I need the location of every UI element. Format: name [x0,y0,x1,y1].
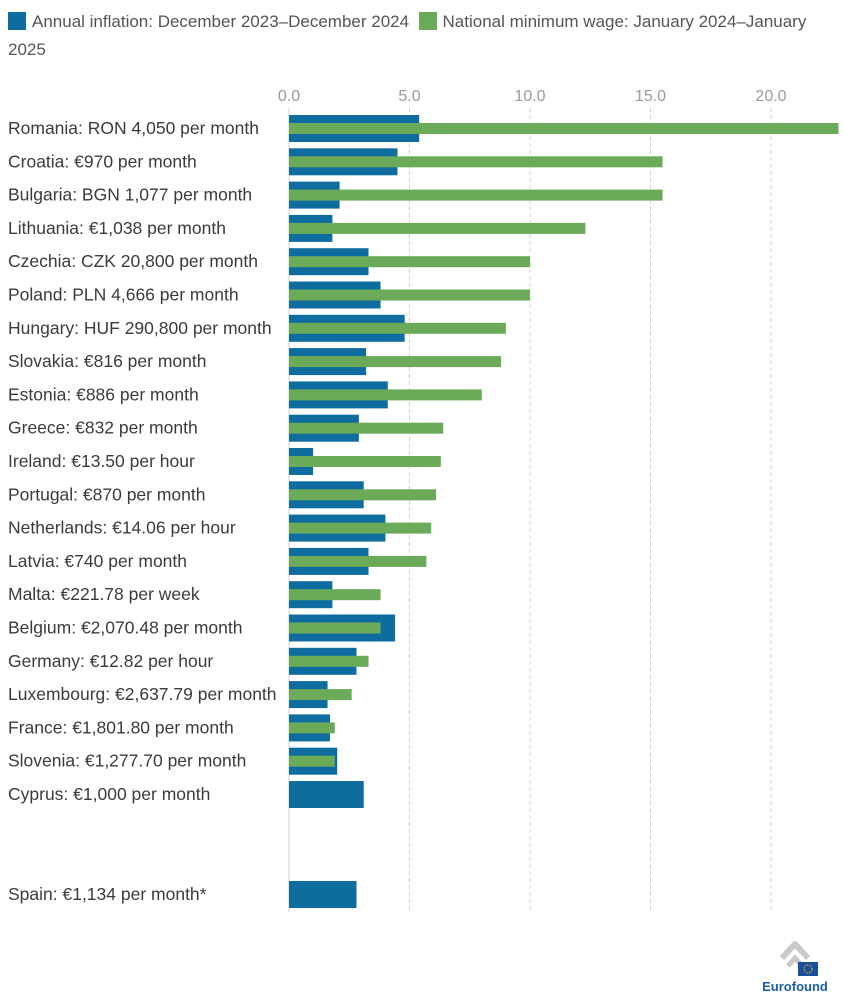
legend-label-minimum-wage: National minimum wage: January 2024–Janu… [8,12,807,59]
bar-minimum-wage [289,256,530,268]
x-tick-label: 0.0 [278,88,300,105]
category-label: Spain: €1,134 per month* [8,884,207,904]
legend-swatch-inflation [8,12,26,30]
bar-minimum-wage [289,156,663,168]
bar-minimum-wage [289,655,369,667]
bar-minimum-wage [289,489,437,501]
bar-minimum-wage [289,389,482,401]
x-tick-label: 20.0 [755,88,786,105]
legend-label-inflation: Annual inflation: December 2023–December… [32,12,410,31]
category-label: Poland: PLN 4,666 per month [8,285,239,305]
category-label: Luxembourg: €2,637.79 per month [8,684,277,704]
bar-minimum-wage [289,289,530,301]
bar-minimum-wage [289,689,352,701]
bar-minimum-wage [289,123,839,134]
category-label: Estonia: €886 per month [8,384,199,404]
category-label: Slovenia: €1,277.70 per month [8,751,246,771]
category-label: Slovakia: €816 per month [8,351,206,371]
category-label: Croatia: €970 per month [8,151,197,171]
category-label: Romania: RON 4,050 per month [8,118,259,138]
bar-inflation [289,881,357,908]
category-label: Netherlands: €14.06 per hour [8,518,236,538]
category-label: Cyprus: €1,000 per month [8,784,210,804]
x-tick-label: 5.0 [398,88,420,105]
category-label: Ireland: €13.50 per hour [8,451,195,471]
bar-minimum-wage [289,622,381,634]
category-label: Greece: €832 per month [8,418,198,438]
bar-minimum-wage [289,722,335,734]
legend-swatch-minimum-wage [418,12,437,30]
bar-minimum-wage [289,422,444,434]
category-label: Belgium: €2,070.48 per month [8,618,242,638]
category-label: Hungary: HUF 290,800 per month [8,318,272,338]
eurofound-logo-icon [779,941,818,976]
category-label: Czechia: CZK 20,800 per month [8,251,258,271]
category-label: Germany: €12.82 per hour [8,651,213,671]
legend-item-inflation: Annual inflation: December 2023–December… [8,12,409,31]
legend-item-minimum-wage: National minimum wage: January 2024–Janu… [8,12,806,59]
x-tick-label: 10.0 [514,88,545,105]
x-tick-label: 15.0 [635,88,666,105]
eurofound-logo-text: Eurofound [762,979,828,994]
bar-minimum-wage [289,189,663,201]
bar-minimum-wage [289,522,432,534]
category-label: Lithuania: €1,038 per month [8,218,226,238]
bar-minimum-wage [289,589,381,601]
category-label: Bulgaria: BGN 1,077 per month [8,185,252,205]
bar-minimum-wage [289,555,427,567]
bar-minimum-wage [289,755,335,767]
category-label: Malta: €221.78 per week [8,584,200,604]
bar-minimum-wage [289,456,441,467]
bar-minimum-wage [289,356,502,368]
category-label: Latvia: €740 per month [8,551,187,571]
category-label: France: €1,801.80 per month [8,717,234,737]
bar-minimum-wage [289,322,506,334]
eurofound-logo: Eurofound [760,938,830,994]
bar-minimum-wage [289,222,586,234]
bar-inflation [289,781,364,808]
category-label: Portugal: €870 per month [8,484,206,504]
legend: Annual inflation: December 2023–December… [8,8,838,64]
